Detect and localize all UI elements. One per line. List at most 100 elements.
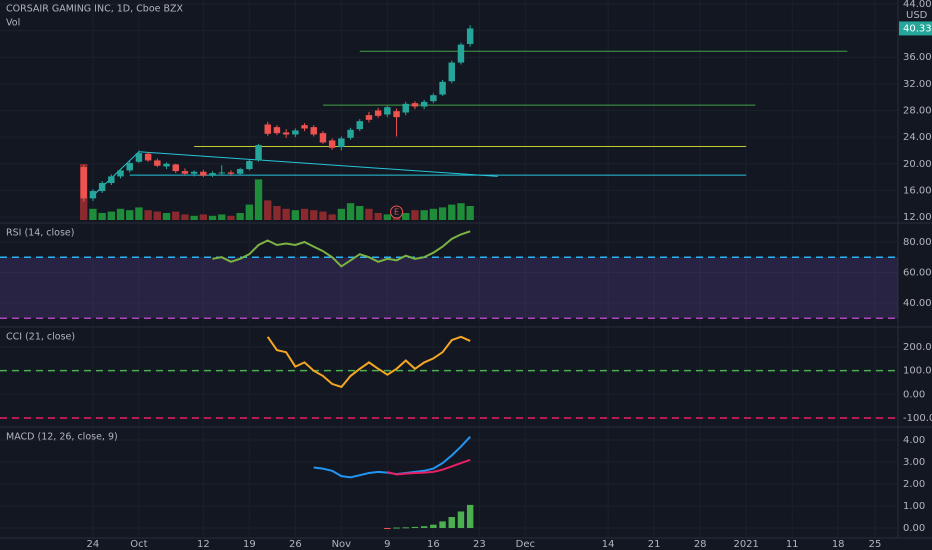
candle-body	[384, 107, 391, 115]
y-tick-label: 1.00	[903, 501, 925, 512]
volume-bar	[356, 206, 364, 220]
volume-bar	[448, 204, 456, 220]
y-tick-label: 40.00	[903, 298, 932, 309]
volume-bar	[273, 206, 281, 220]
pane-title: MACD (12, 26, close, 9)	[6, 432, 118, 443]
x-tick-label: 23	[473, 539, 486, 550]
histogram-bar	[457, 511, 465, 528]
y-tick-label: 2.00	[903, 479, 925, 490]
y-tick-label: 200.00	[903, 342, 932, 353]
x-tick-label: 12	[197, 539, 210, 550]
volume-bar	[420, 210, 428, 220]
y-tick-label: 0.00	[903, 389, 925, 400]
candle-body	[135, 153, 143, 162]
candle-body	[420, 101, 428, 107]
drawing-line	[138, 151, 498, 177]
x-tick-label: 19	[243, 539, 256, 550]
volume-bar	[135, 207, 143, 220]
volume-bar	[346, 203, 355, 220]
histogram-bar	[439, 521, 446, 528]
candle-body	[264, 124, 271, 134]
candle-body	[117, 170, 124, 177]
candle-body	[310, 127, 317, 135]
y-tick-label: 20.00	[903, 159, 932, 170]
histogram-bar	[466, 504, 474, 528]
candle-body	[301, 125, 308, 129]
candle-body	[328, 140, 336, 148]
candle-body	[292, 130, 299, 135]
volume-bar	[264, 200, 272, 220]
volume-bar	[153, 211, 162, 220]
candle-body	[108, 176, 115, 184]
candle-body	[200, 171, 207, 176]
volume-bar	[199, 214, 208, 220]
histogram-bar	[420, 526, 428, 528]
histogram-bar	[384, 527, 391, 529]
earnings-marker[interactable]	[390, 205, 404, 219]
candle-body	[126, 163, 133, 171]
histogram-bar	[448, 516, 455, 528]
candle-body	[347, 129, 354, 138]
y-tick-label: 12.00	[903, 212, 932, 223]
volume-bar	[98, 213, 106, 220]
candle-body	[402, 103, 409, 113]
candle-body	[365, 115, 373, 120]
candle-body	[154, 160, 161, 166]
y-tick-label: 80.00	[903, 237, 932, 248]
x-tick-label: 11	[786, 539, 799, 550]
volume-bar	[190, 215, 198, 220]
candle-body	[190, 171, 198, 174]
candle-body	[89, 191, 97, 199]
volume-bar	[365, 208, 373, 220]
candle-body	[457, 44, 465, 63]
volume-bar	[466, 206, 474, 220]
candle-body	[273, 127, 281, 134]
volume-bar	[300, 208, 309, 220]
volume-bar	[319, 211, 327, 220]
y-tick-label: 3.00	[903, 457, 925, 468]
candle-body	[356, 121, 363, 130]
y-tick-label: 32.00	[903, 79, 932, 90]
y-tick-label: 4.00	[903, 435, 925, 446]
candle-body	[448, 62, 455, 82]
x-tick-label: 25	[869, 539, 882, 550]
candle-body	[98, 183, 106, 192]
x-tick-label: 2021	[733, 539, 758, 550]
last-price-box	[899, 21, 932, 36]
candle-body	[236, 169, 244, 174]
candle-body	[319, 133, 327, 143]
y-tick-label: 24.00	[903, 132, 932, 143]
candle-body	[338, 138, 345, 148]
candle-body	[80, 167, 87, 199]
y-tick-label: 100.00	[903, 366, 932, 377]
volume-bar	[291, 210, 300, 220]
candle-body	[393, 111, 400, 118]
y-tick-label: 36.00	[903, 52, 932, 63]
volume-bar	[236, 213, 244, 220]
volume-bar	[402, 213, 410, 220]
volume-bar	[126, 210, 134, 220]
volume-bar	[438, 207, 447, 220]
volume-bar	[227, 215, 235, 220]
macd-line	[387, 458, 471, 476]
candle-body	[227, 172, 235, 174]
volume-bar	[107, 211, 116, 220]
candle-body	[246, 161, 253, 170]
indicator-line	[266, 335, 471, 389]
histogram-bar	[393, 527, 400, 529]
candle-body	[439, 81, 446, 95]
candle-body	[172, 164, 179, 172]
candle-body	[144, 153, 152, 161]
x-tick-label: Dec	[516, 539, 535, 550]
volume-bar	[181, 214, 189, 220]
candle-body	[411, 103, 419, 107]
band-fill	[0, 257, 898, 319]
candle-body	[255, 145, 262, 161]
pane-title: CCI (21, close)	[6, 332, 75, 343]
y-tick-label: 16.00	[903, 185, 932, 196]
histogram-bar	[430, 524, 437, 528]
y-tick-label: 60.00	[903, 267, 932, 278]
volume-title: Vol	[6, 18, 20, 29]
